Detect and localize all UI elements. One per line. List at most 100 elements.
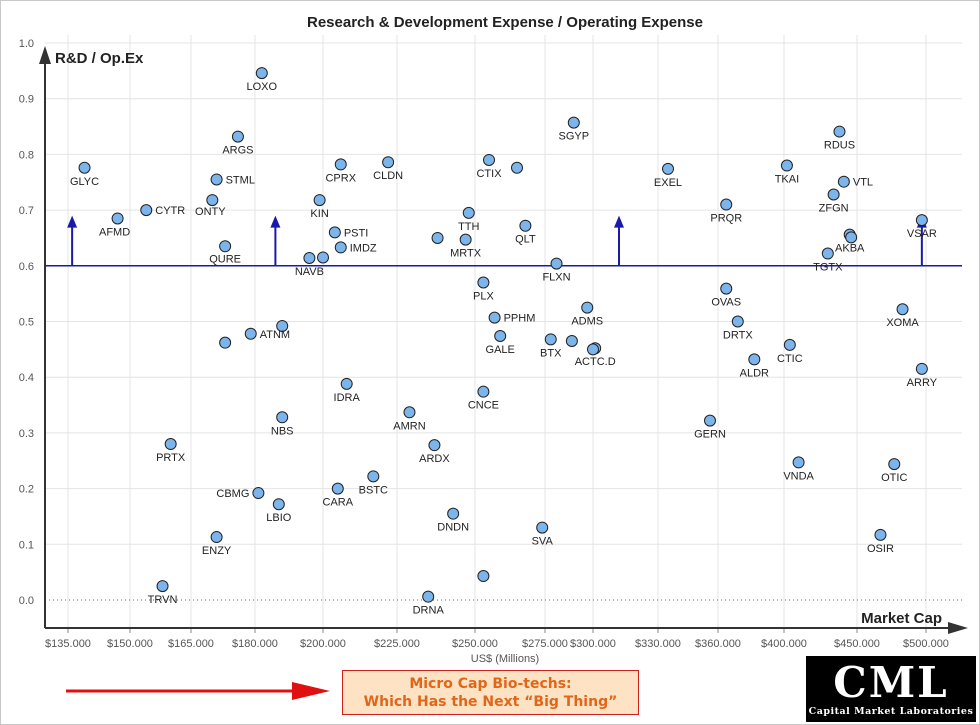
data-point — [662, 162, 674, 175]
data-point-label: OTIC — [881, 472, 907, 484]
y-tick-label: 0.5 — [19, 317, 34, 329]
x-tick-label: $180.000 — [232, 638, 278, 650]
data-point — [111, 212, 124, 225]
data-point — [244, 327, 257, 340]
y-tick-label: 0.8 — [19, 149, 34, 161]
data-point-label: GERN — [694, 429, 726, 441]
data-point — [888, 458, 901, 471]
data-point-label: SVA — [532, 536, 554, 548]
data-point — [231, 130, 244, 143]
data-point-label: DRTX — [723, 330, 753, 342]
y-axis-arrowhead — [39, 46, 51, 64]
data-point-label: KIN — [310, 208, 328, 220]
data-point-label: PRQR — [710, 213, 742, 225]
data-point-label: GLYC — [70, 176, 99, 188]
x-unit-label: US$ (Millions) — [471, 653, 539, 665]
x-tick-label: $165.000 — [168, 638, 214, 650]
data-point-label: IMDZ — [350, 242, 377, 254]
data-point — [367, 470, 380, 483]
data-point — [447, 507, 460, 520]
data-point — [219, 336, 232, 349]
data-point-label: CYTR — [155, 205, 185, 217]
x-tick-label: $200.000 — [300, 638, 346, 650]
data-point-label: CTIC — [777, 353, 803, 365]
data-point — [431, 231, 444, 244]
x-tick-label: $225.000 — [374, 638, 420, 650]
data-point-label: EXEL — [654, 177, 682, 189]
x-tick-label: $330.000 — [635, 638, 681, 650]
data-point — [845, 231, 858, 244]
data-point-label: AFMD — [99, 226, 130, 238]
y-tick-label: 0.0 — [19, 595, 34, 607]
data-point — [565, 334, 578, 347]
data-point — [313, 194, 326, 207]
data-point — [720, 198, 733, 211]
data-point — [519, 219, 532, 232]
data-point-label: TTH — [458, 221, 479, 233]
data-point-label: TKAI — [775, 174, 799, 186]
data-point-label: AKBA — [835, 243, 865, 255]
data-point — [477, 385, 490, 398]
data-point — [272, 498, 285, 511]
data-point — [581, 301, 594, 314]
y-tick-label: 0.2 — [19, 484, 34, 496]
threshold-line — [45, 215, 962, 267]
data-point — [252, 487, 265, 500]
data-point — [303, 252, 316, 265]
data-point — [837, 175, 850, 188]
data-point-label: PRTX — [156, 452, 186, 464]
x-axis-arrowhead — [948, 622, 968, 634]
threshold-arrow-head — [270, 215, 281, 228]
data-point — [340, 377, 353, 390]
data-point — [334, 158, 347, 171]
data-point — [567, 116, 580, 129]
data-point — [276, 319, 289, 332]
y-axis-title: R&D / Op.Ex — [55, 50, 144, 67]
y-tick-label: 1.0 — [19, 38, 34, 50]
data-point-label: DRNA — [413, 605, 445, 617]
data-point — [210, 531, 223, 544]
x-tick-label: $250.000 — [452, 638, 498, 650]
data-point — [422, 590, 435, 603]
data-point-label: LBIO — [266, 512, 292, 524]
data-point — [206, 194, 219, 207]
data-point — [140, 204, 153, 217]
data-point-label: ACTC.D — [575, 356, 616, 368]
cml-logo: CML Capital Market Laboratories — [806, 656, 976, 722]
x-tick-label: $500.000 — [903, 638, 949, 650]
data-point — [915, 362, 928, 375]
data-point — [874, 528, 887, 541]
callout-box: Micro Cap Bio-techs: Which Has the Next … — [342, 670, 639, 715]
data-point-label: VTL — [853, 177, 873, 189]
data-point — [731, 315, 744, 328]
data-point — [544, 333, 557, 346]
data-point-label: STML — [226, 174, 255, 186]
data-point — [511, 161, 523, 174]
data-point-label: NAVB — [295, 266, 324, 278]
x-tick-label: $275.000 — [522, 638, 568, 650]
data-point-label: MRTX — [450, 248, 482, 260]
data-point-label: BTX — [540, 347, 562, 359]
callout-line-2: Which Has the Next “Big Thing” — [363, 694, 618, 710]
data-point — [210, 173, 223, 186]
data-point-label: PPHM — [504, 313, 536, 325]
data-point — [748, 353, 761, 366]
data-point-label: CARA — [323, 497, 354, 509]
data-point-label: CBMG — [216, 488, 249, 500]
data-point-label: TRVN — [148, 594, 178, 606]
data-point — [428, 439, 441, 452]
data-point — [550, 257, 563, 270]
data-point — [382, 156, 395, 169]
callout-line-1: Micro Cap Bio-techs: — [409, 676, 572, 692]
data-point-label: PLX — [473, 291, 494, 303]
x-tick-label: $360.000 — [695, 638, 741, 650]
y-tick-label: 0.4 — [19, 372, 34, 384]
data-point-label: IDRA — [334, 392, 361, 404]
data-point-label: OVAS — [711, 297, 741, 309]
y-tick-label: 0.6 — [19, 261, 34, 273]
data-point-label: AMRN — [393, 420, 425, 432]
data-point — [780, 159, 793, 172]
data-point-label: DNDN — [437, 522, 469, 534]
data-point-label: NBS — [271, 425, 294, 437]
